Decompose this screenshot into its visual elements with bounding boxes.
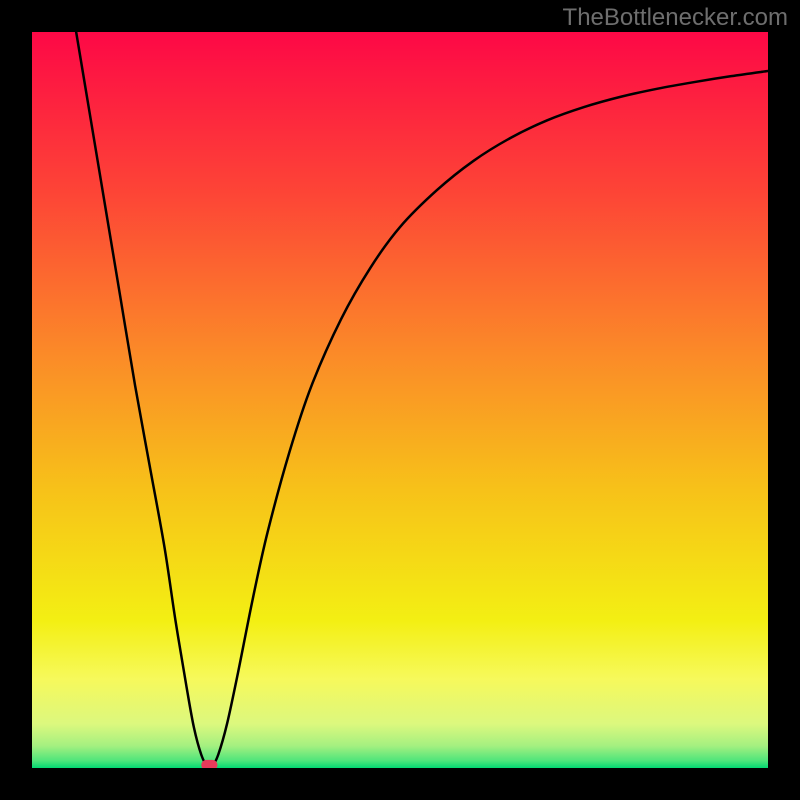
plot-area [32,32,768,768]
chart-svg [32,32,768,768]
optimum-marker [201,760,217,768]
chart-container: TheBottlenecker.com [0,0,800,800]
heatmap-background [32,32,768,768]
watermark-text: TheBottlenecker.com [563,4,788,32]
